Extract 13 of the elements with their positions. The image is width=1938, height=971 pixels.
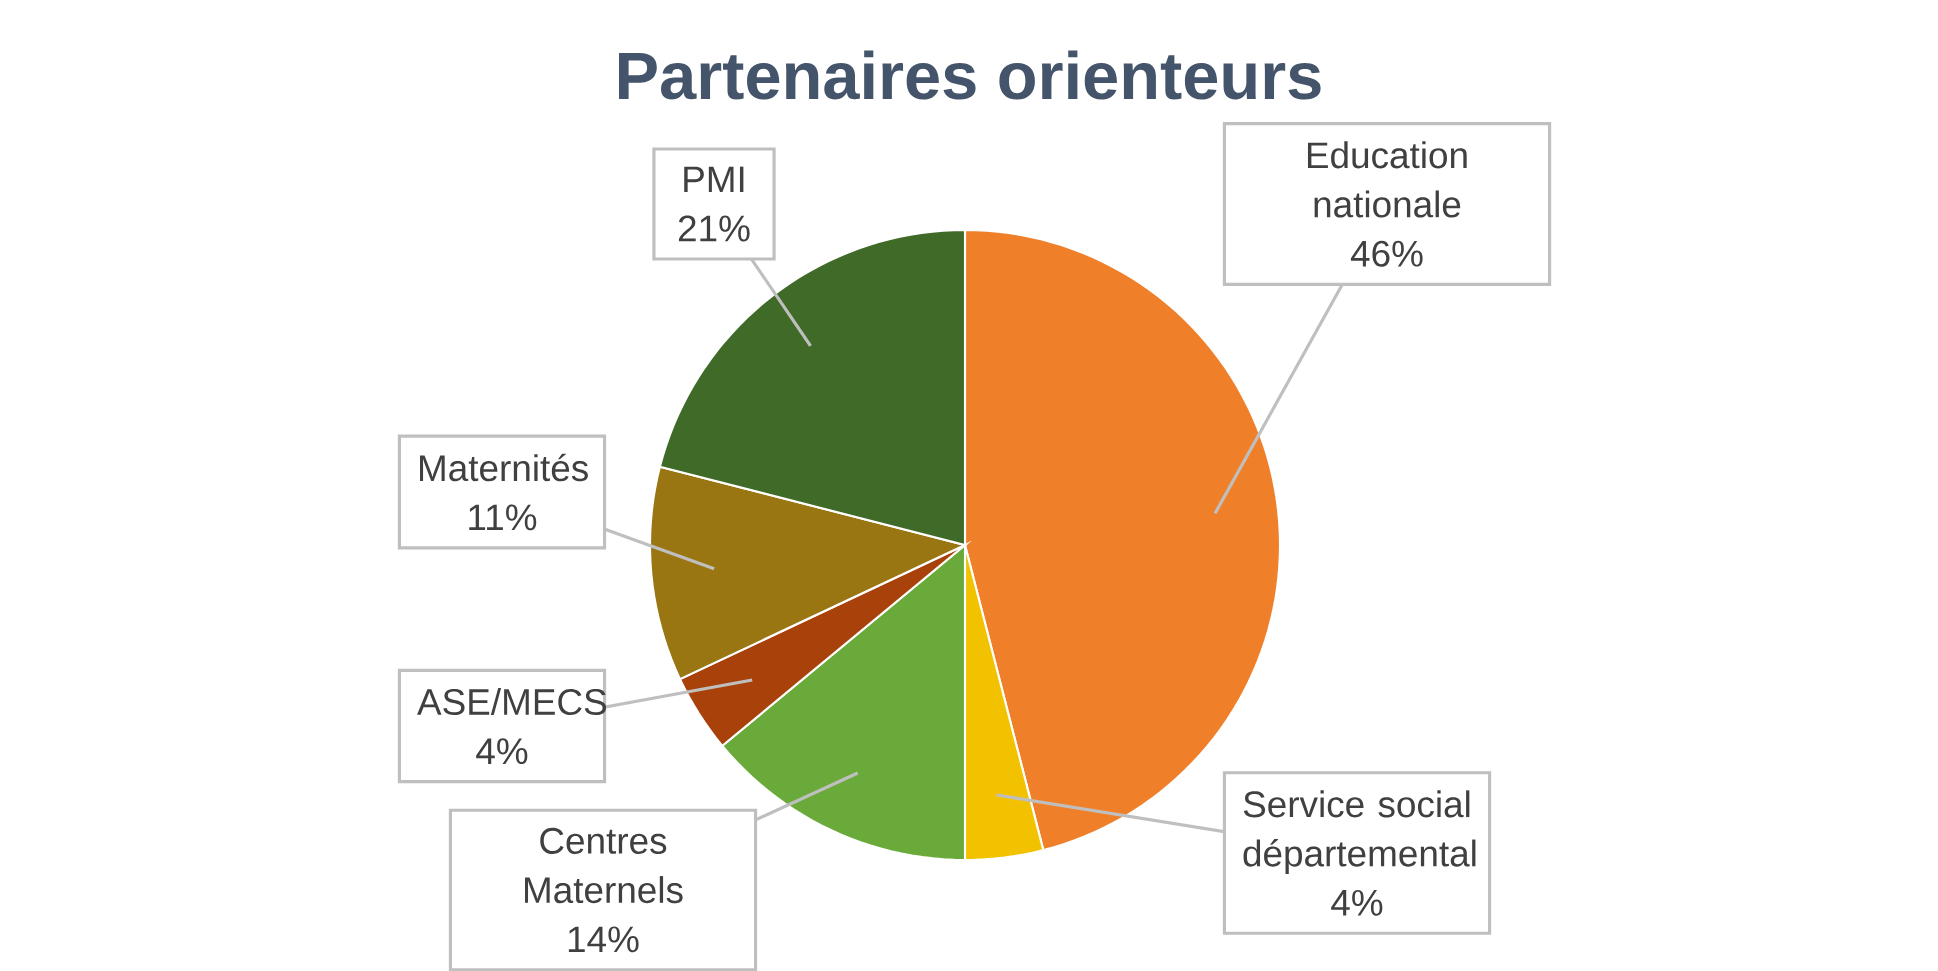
slice-label: Education nationale [1307, 141, 1467, 218]
data-label: 14% [568, 926, 639, 953]
data-label: 4% [476, 738, 528, 764]
slice-label: Maternités [420, 453, 588, 482]
chart-title: Partenaires orienteurs [619, 50, 1321, 100]
data-label: 46% [1350, 240, 1423, 267]
slice-label: Centres Maternels [525, 827, 683, 903]
slice-label: Service social départemental [1243, 790, 1476, 874]
data-label: 11% [469, 504, 537, 531]
data-label: 4% [1331, 889, 1383, 916]
data-label: 21% [678, 215, 750, 242]
slice-label: PMI [684, 166, 744, 192]
slice-label: ASE/MECS [417, 687, 607, 715]
